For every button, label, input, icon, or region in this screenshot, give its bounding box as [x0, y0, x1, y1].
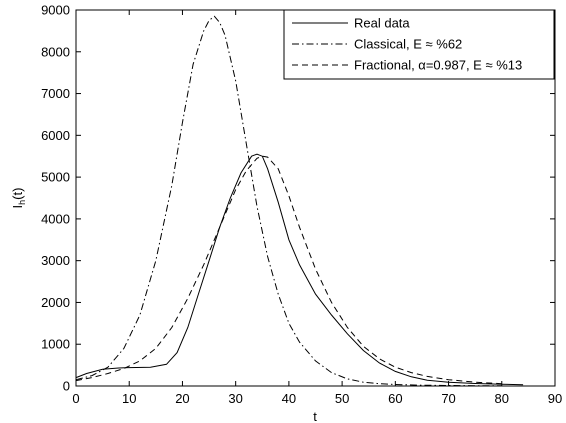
series-line-solid [75, 153, 524, 386]
x-tick-label: 40 [282, 391, 296, 406]
x-tick-label: 0 [72, 391, 79, 406]
legend-label: Fractional, α=0.987, E ≈ %13 [354, 58, 522, 73]
y-tick-label: 2000 [41, 295, 70, 310]
x-tick-label: 90 [548, 391, 562, 406]
y-tick-label: 6000 [41, 128, 70, 143]
x-axis-label: t [313, 409, 317, 423]
legend-label: Classical, E ≈ %62 [354, 37, 462, 52]
x-tick-label: 30 [228, 391, 242, 406]
x-tick-label: 70 [441, 391, 455, 406]
y-tick-label: 4000 [41, 211, 70, 226]
y-tick-label: 5000 [41, 170, 70, 185]
y-axis: 0 1000 2000 3000 4000 5000 6000 7000 8000 9000 [41, 3, 555, 394]
legend-label: Real data [354, 16, 410, 31]
legend: Real data Classical, E ≈ %62 Fractional, α… [283, 9, 555, 80]
y-tick-label: 3000 [41, 253, 70, 268]
y-tick-label: 1000 [41, 337, 70, 352]
x-tick-label: 80 [495, 391, 509, 406]
x-tick-label: 60 [388, 391, 402, 406]
x-tick-label: 20 [175, 391, 189, 406]
y-tick-label: 7000 [41, 86, 70, 101]
series-line-dashdot [75, 15, 502, 387]
x-tick-label: 50 [335, 391, 349, 406]
y-tick-label: 9000 [41, 3, 70, 18]
x-tick-label: 10 [122, 391, 136, 406]
legend-box [283, 9, 555, 80]
y-tick-label: 0 [63, 379, 70, 394]
series-line-dashed [75, 155, 502, 385]
y-tick-label: 8000 [41, 44, 70, 59]
series-layer [75, 15, 524, 387]
y-axis-label: Ih(t) [10, 188, 27, 209]
